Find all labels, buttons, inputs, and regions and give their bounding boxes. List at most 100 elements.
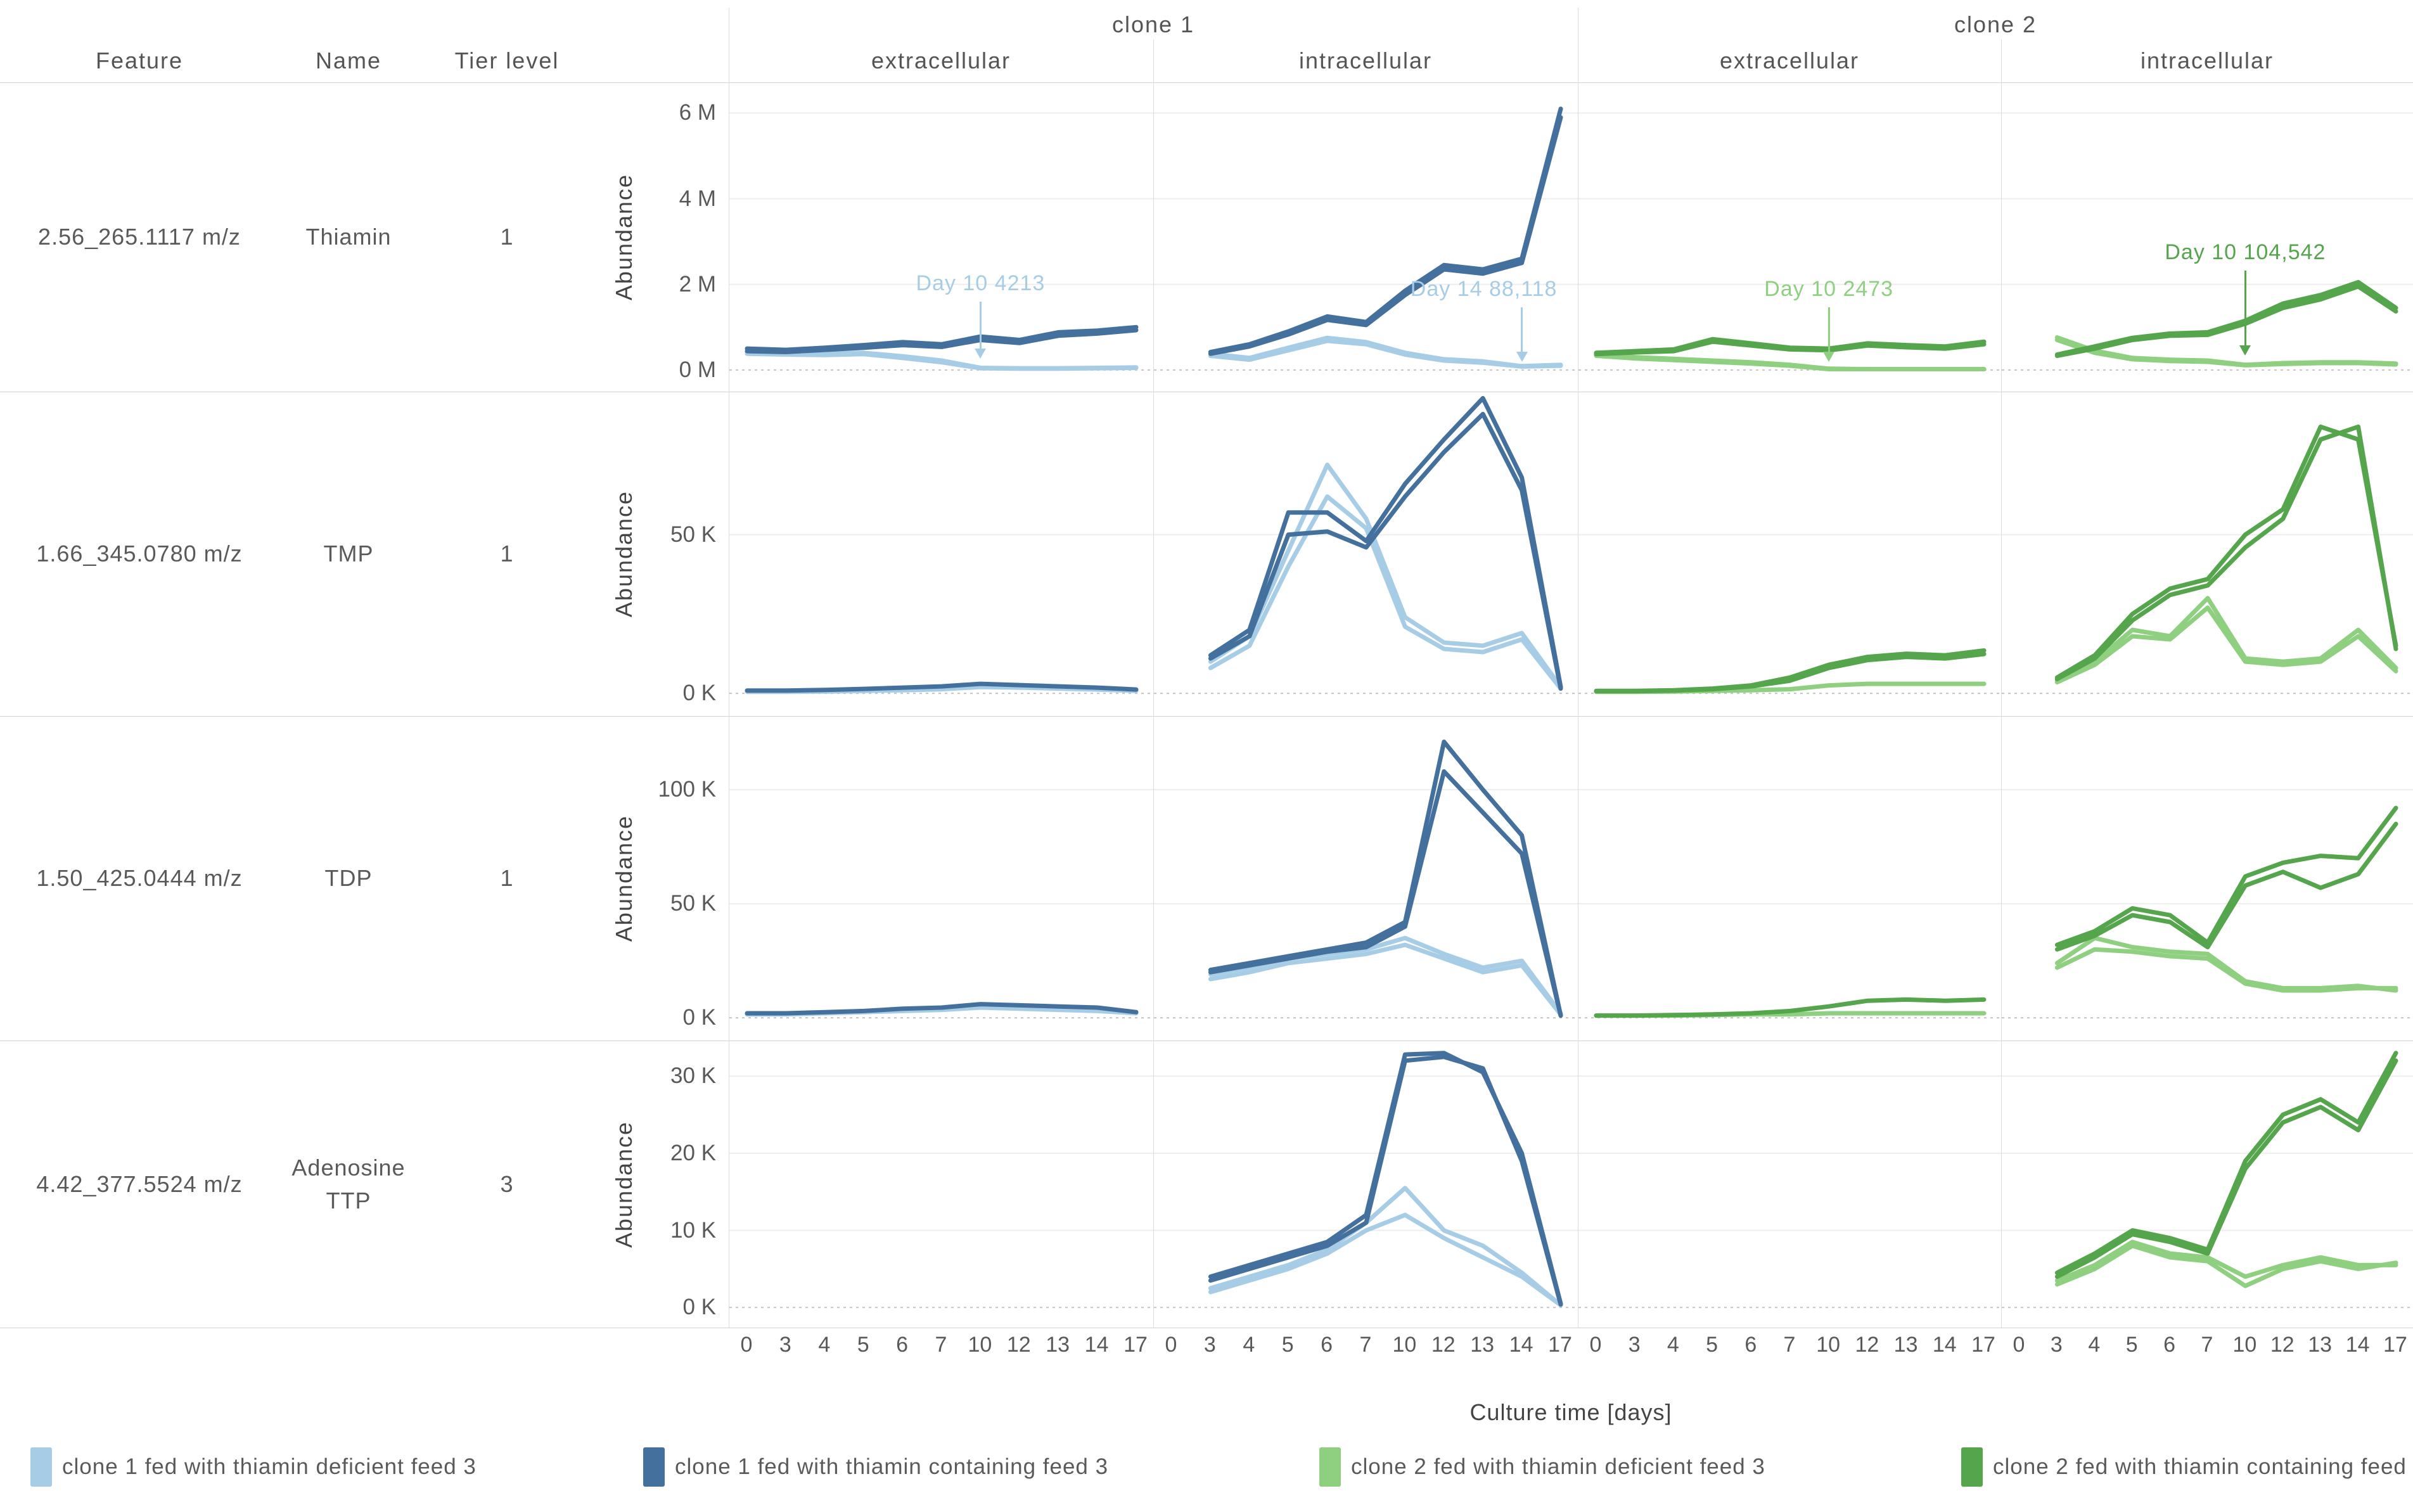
y-tick-label: 100 K: [658, 777, 716, 802]
data-series-c1_def: [1208, 338, 1563, 369]
x-tick-label: 13: [1046, 1333, 1070, 1357]
line-chart: [1578, 1075, 2002, 1309]
y-axis-title: Abundance: [611, 814, 637, 942]
x-tick-label: 17: [1548, 1333, 1572, 1357]
x-tick-label: 10: [1816, 1333, 1841, 1357]
legend-label: clone 2 fed with thiamin deficient feed …: [1351, 1454, 1765, 1479]
x-tick-label: 10: [2232, 1333, 2257, 1357]
line-chart: [729, 789, 1154, 1019]
data-series-c2_def: [2054, 596, 2398, 683]
data-series-c2_con: [2054, 1051, 2398, 1275]
x-tick-label: 4: [1243, 1333, 1255, 1357]
x-tick-label: 14: [1932, 1333, 1957, 1357]
line-chart: [1154, 106, 1578, 371]
x-tick-label: 13: [2308, 1333, 2333, 1357]
data-series-c2_def: [2054, 947, 2398, 993]
x-tick-label: 0: [740, 1333, 753, 1357]
chart-panel: [1578, 716, 2002, 1041]
x-tick-label: 14: [1509, 1333, 1533, 1357]
y-tick-label: 0 K: [682, 1005, 716, 1030]
x-axis-title: Culture time [days]: [1469, 1399, 1672, 1425]
header-divider: [2001, 39, 2002, 82]
x-tick-label: 17: [1971, 1333, 1995, 1357]
x-tick-label: 7: [935, 1333, 947, 1357]
line-chart: [2002, 424, 2413, 695]
data-series-c2_con: [1594, 339, 1987, 357]
line-chart: [729, 534, 1154, 695]
chart-panel: Day 14 88,118: [1153, 82, 1578, 392]
line-chart: [2002, 112, 2413, 371]
subcolumn-header-intracellular-2: intracellular: [2140, 48, 2274, 74]
column-header-band: Feature Name Tier level clone 1 clone 2 …: [0, 0, 2413, 83]
group-header-clone-1: clone 1: [1111, 11, 1195, 37]
data-series-c1_con: [1208, 769, 1563, 1018]
annotation-arrow: [979, 301, 982, 349]
x-tick-label: 0: [1589, 1333, 1602, 1357]
y-axis-title: Abundance: [611, 490, 637, 618]
data-series-c1_def: [1208, 494, 1563, 691]
x-tick-label: 4: [1667, 1333, 1679, 1357]
feature-cell: 4.42_377.5524 m/z: [36, 1170, 243, 1197]
x-tick-label: 4: [2088, 1333, 2101, 1357]
x-tick-label: 17: [1123, 1333, 1148, 1357]
y-tick-label: 20 K: [670, 1140, 716, 1165]
y-tick-label: 50 K: [670, 522, 716, 547]
x-tick-label: 7: [1783, 1333, 1796, 1357]
data-series-c2_con: [2054, 805, 2398, 947]
x-tick-label: 7: [2201, 1333, 2213, 1357]
data-series-c1_def: [1208, 1212, 1563, 1308]
table-row: 4.42_377.5524 m/z Adenosine TTP 3 Abundance…: [0, 1041, 2413, 1328]
table-row: 1.50_425.0444 m/z TDP 1 Abundance 0 K 50 K 100…: [0, 716, 2413, 1041]
chart-panel: [1578, 1041, 2002, 1328]
line-chart: [729, 112, 1154, 371]
x-tick-label: 17: [2383, 1333, 2407, 1357]
line-chart: [1154, 395, 1578, 695]
annotation-arrow: [1827, 307, 1830, 352]
line-chart: [2002, 789, 2413, 1019]
x-tick-label: 3: [1628, 1333, 1641, 1357]
x-tick-label: 5: [857, 1333, 869, 1357]
line-chart: [1578, 789, 2002, 1019]
x-tick-label: 12: [1855, 1333, 1879, 1357]
x-tick-label: 3: [2050, 1333, 2063, 1357]
feature-cell: 1.50_425.0444 m/z: [36, 864, 243, 891]
feature-cell: 1.66_345.0780 m/z: [36, 540, 243, 567]
annotation-arrowhead: [2239, 345, 2251, 356]
legend-label: clone 1 fed with thiamin deficient feed …: [62, 1454, 477, 1479]
annotation: Day 10 4213: [916, 271, 1046, 295]
x-tick-label: 0: [2013, 1333, 2025, 1357]
data-series-c2_con: [2054, 424, 2398, 682]
legend-swatch-clone2-deficient: [1319, 1447, 1341, 1487]
data-series-c1_con: [1208, 740, 1563, 1018]
x-tick-label: 3: [1203, 1333, 1216, 1357]
subcolumn-header-extracellular-2: extracellular: [1719, 48, 1860, 74]
line-chart: [1154, 740, 1578, 1019]
y-tick-label: 2 M: [679, 271, 716, 297]
line-chart: [1578, 112, 2002, 371]
tier-level-cell: 1: [500, 540, 514, 567]
data-series-c1_con: [1208, 106, 1563, 354]
x-tick-label: 0: [1165, 1333, 1177, 1357]
data-series-c2_def: [2054, 1240, 2398, 1283]
legend-item: clone 1 fed with thiamin containing feed…: [643, 1447, 1108, 1487]
subcolumn-header-extracellular-1: extracellular: [871, 48, 1011, 74]
annotation: Day 10 104,542: [2165, 240, 2326, 264]
line-chart: [2002, 1051, 2413, 1309]
tier-level-cell: 1: [500, 864, 514, 891]
annotation-arrowhead: [1823, 352, 1835, 362]
legend-swatch-clone2-containing: [1961, 1447, 1983, 1487]
x-tick-label: 13: [1893, 1333, 1918, 1357]
x-tick-label: 6: [1744, 1333, 1757, 1357]
data-series-c2_con: [2054, 1058, 2398, 1279]
data-series-c1_con: [745, 681, 1139, 693]
data-series-c1_con: [1208, 115, 1563, 356]
table-row: 1.66_345.0780 m/z TMP 1 Abundance 0 K 50 K: [0, 392, 2413, 717]
line-chart: [729, 1075, 1154, 1309]
data-series-c2_def: [2054, 1243, 2398, 1288]
y-tick-label: 4 M: [679, 186, 716, 211]
chart-panel: [2001, 392, 2413, 716]
chart-panel: [1153, 392, 1578, 716]
x-tick-label: 12: [1431, 1333, 1456, 1357]
data-series-c1_con: [745, 328, 1139, 354]
x-tick-label: 10: [968, 1333, 992, 1357]
